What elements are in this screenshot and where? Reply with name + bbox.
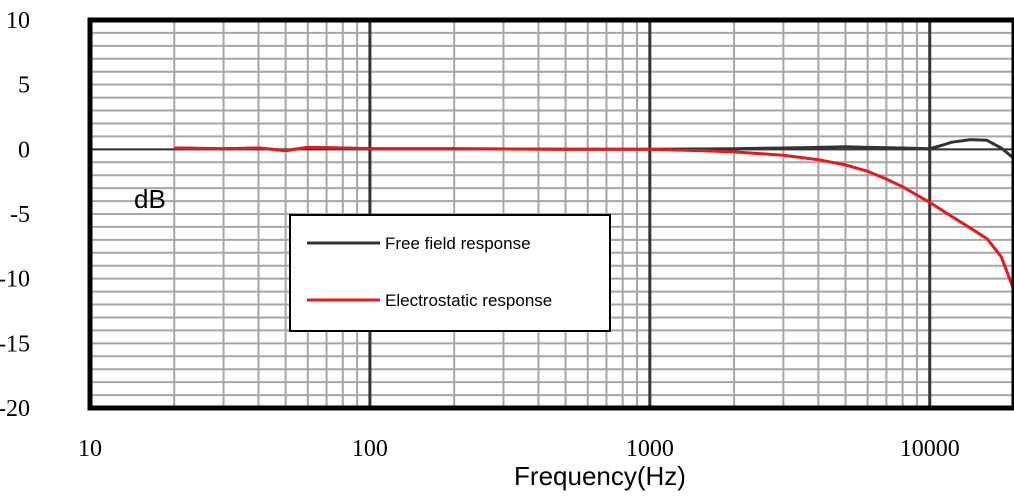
series-line-electrostatic [174, 145, 1014, 291]
legend: Free field response Electrostatic respon… [289, 214, 611, 332]
x-tick-label: 10 [78, 436, 102, 462]
y-tick-label: 5 [18, 73, 30, 99]
tick-labels: 10 5 0 -5 -10 -15 -20 10 100 1000 10000 [0, 8, 960, 462]
legend-label-electrostatic: Electrostatic response [385, 291, 552, 310]
y-tick-label: -10 [0, 267, 30, 293]
legend-label-free-field: Free field response [385, 234, 531, 253]
x-tick-label: 10000 [900, 436, 960, 462]
y-tick-label: 0 [18, 137, 30, 163]
y-tick-label: -15 [0, 331, 30, 357]
y-axis-label: dB [134, 184, 166, 214]
plot-frame [87, 17, 1014, 411]
y-tick-label: -20 [0, 396, 30, 422]
y-tick-label: 10 [6, 8, 30, 34]
x-tick-label: 1000 [626, 436, 674, 462]
series-lines [174, 138, 1014, 291]
x-axis-label: Frequency(Hz) [514, 461, 686, 491]
legend-box [289, 214, 611, 332]
y-tick-label: -5 [10, 202, 30, 228]
x-tick-label: 100 [352, 436, 388, 462]
